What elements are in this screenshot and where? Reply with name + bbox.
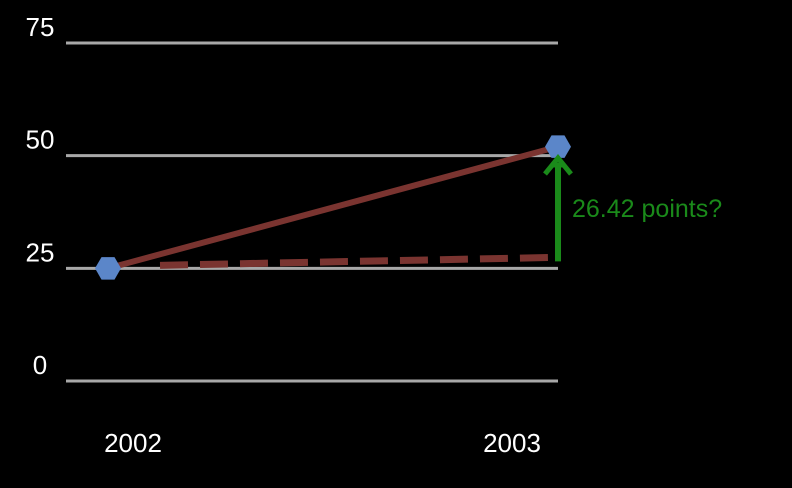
- difference-label: 26.42 points?: [572, 195, 722, 223]
- y-axis-ticks: 0 25 50 75: [26, 12, 55, 380]
- x-tick-label: 2003: [483, 428, 541, 458]
- x-axis-ticks: 2002 2003: [104, 428, 541, 458]
- annotation-layer: 26.42 points?: [543, 154, 722, 262]
- data-point-marker: [95, 257, 121, 280]
- y-tick-label: 50: [26, 125, 55, 155]
- reference-dashed-line: [159, 253, 559, 269]
- y-tick-label: 75: [26, 12, 55, 42]
- series-layer: [95, 135, 571, 280]
- difference-arrowhead: [543, 154, 573, 176]
- grid-layer: [66, 41, 558, 383]
- series-line: [107, 143, 559, 272]
- y-tick-label: 25: [26, 237, 55, 267]
- x-tick-label: 2002: [104, 428, 162, 458]
- data-point-marker: [545, 135, 571, 158]
- y-tick-label: 0: [33, 350, 47, 380]
